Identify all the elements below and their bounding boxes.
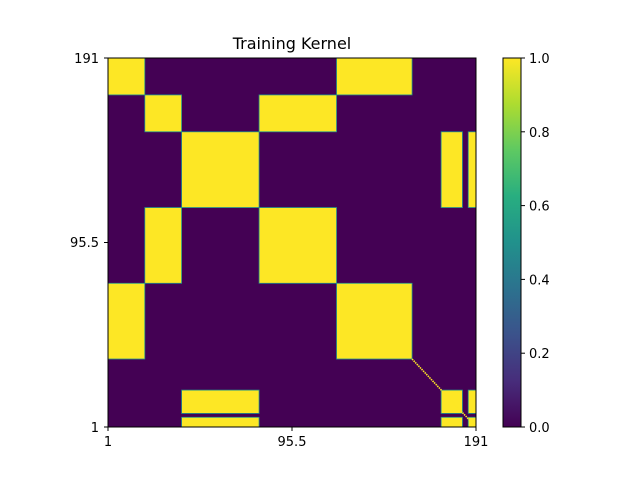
plot-area bbox=[107, 57, 477, 428]
heatmap-block bbox=[258, 207, 337, 284]
x-axis: 1 95.5 191 bbox=[104, 427, 489, 450]
heatmap-block bbox=[181, 131, 260, 208]
heatmap-block bbox=[467, 389, 476, 414]
heatmap-block bbox=[467, 131, 476, 208]
heatmap-block bbox=[181, 416, 260, 427]
heatmap-block bbox=[181, 389, 260, 414]
colorbar: 1.0 0.8 0.6 0.4 0.2 0.0 bbox=[502, 52, 550, 436]
y-tick-label: 95.5 bbox=[70, 236, 99, 251]
colorbar-tick-label: 0.2 bbox=[529, 347, 550, 362]
y-tick-label: 191 bbox=[74, 52, 99, 67]
colorbar-tick-label: 0.0 bbox=[529, 421, 550, 436]
heatmap-cells bbox=[108, 58, 476, 427]
heatmap-block bbox=[336, 58, 413, 96]
heatmap-block bbox=[108, 58, 146, 96]
heatmap-block bbox=[258, 94, 337, 133]
heatmap-block bbox=[467, 416, 476, 427]
heatmap-diagonal bbox=[411, 358, 476, 427]
colorbar-tick-label: 1.0 bbox=[529, 52, 550, 67]
y-tick-label: 1 bbox=[91, 421, 99, 436]
heatmap-block bbox=[336, 282, 413, 360]
heatmap-block bbox=[144, 207, 183, 284]
colorbar-tick-label: 0.6 bbox=[529, 200, 550, 215]
x-tick-label: 191 bbox=[464, 435, 489, 450]
chart-title: Training Kernel bbox=[232, 34, 351, 53]
colorbar-gradient bbox=[502, 57, 522, 428]
colorbar-ticks: 1.0 0.8 0.6 0.4 0.2 0.0 bbox=[521, 52, 550, 436]
heatmap-block bbox=[440, 416, 463, 427]
colorbar-tick-label: 0.8 bbox=[529, 126, 550, 141]
heatmap-block bbox=[144, 94, 183, 133]
x-tick-label: 1 bbox=[104, 435, 112, 450]
heatmap-block bbox=[108, 282, 146, 360]
y-axis: 191 95.5 1 bbox=[70, 52, 108, 436]
colorbar-tick-label: 0.4 bbox=[529, 273, 550, 288]
x-tick-label: 95.5 bbox=[278, 435, 307, 450]
heatmap-block bbox=[440, 131, 463, 208]
